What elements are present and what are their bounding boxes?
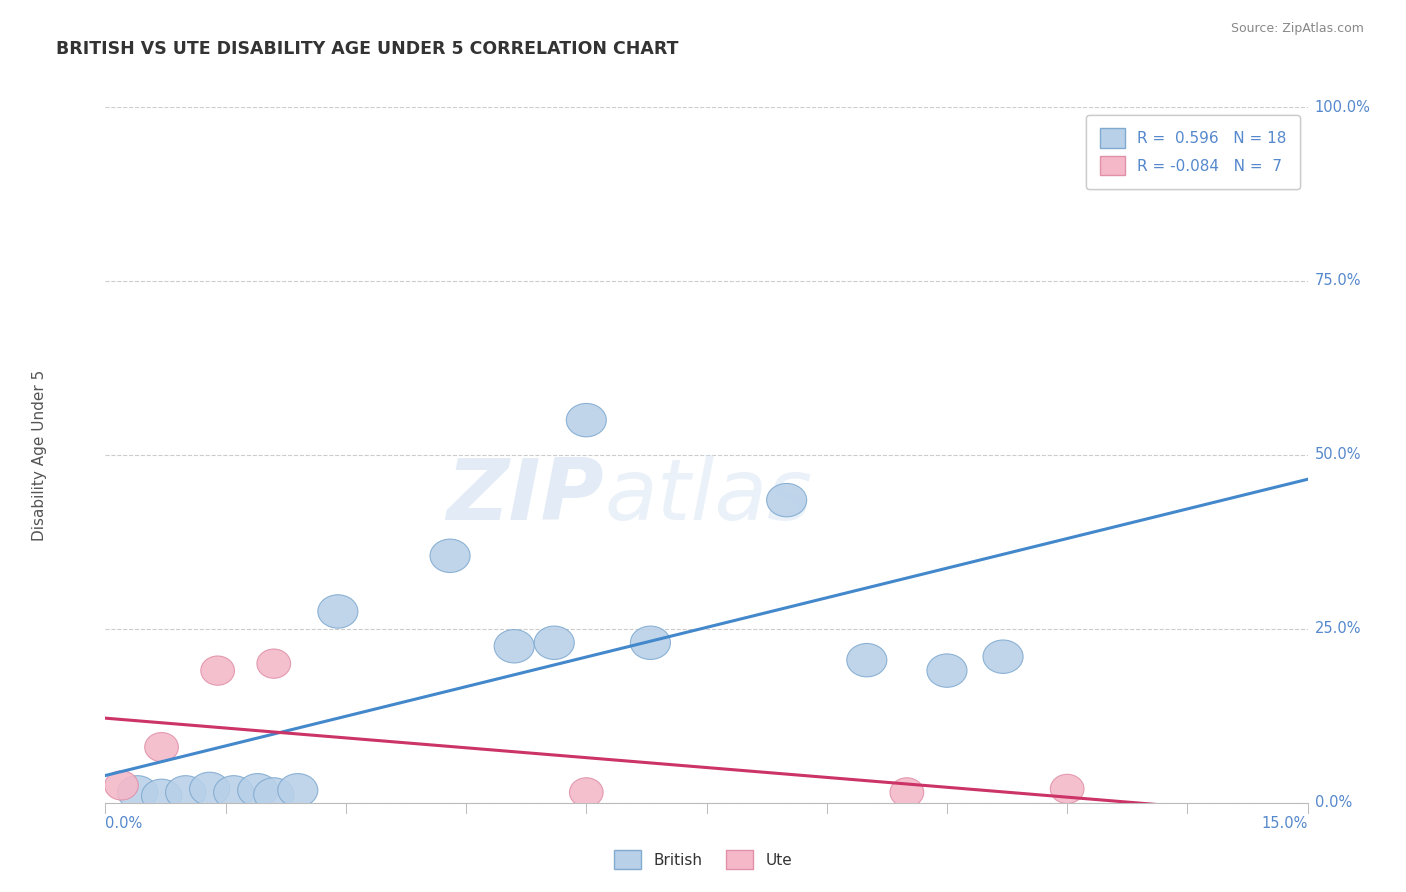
- Ellipse shape: [238, 773, 278, 807]
- Text: 0.0%: 0.0%: [1315, 796, 1351, 810]
- Ellipse shape: [201, 656, 235, 685]
- Ellipse shape: [278, 773, 318, 807]
- Ellipse shape: [846, 643, 887, 677]
- Ellipse shape: [927, 654, 967, 688]
- Ellipse shape: [890, 778, 924, 807]
- Legend: British, Ute: British, Ute: [607, 844, 799, 875]
- Text: BRITISH VS UTE DISABILITY AGE UNDER 5 CORRELATION CHART: BRITISH VS UTE DISABILITY AGE UNDER 5 CO…: [56, 40, 679, 58]
- Ellipse shape: [118, 776, 157, 809]
- Ellipse shape: [142, 779, 181, 813]
- Text: ZIP: ZIP: [447, 455, 605, 538]
- Text: Disability Age Under 5: Disability Age Under 5: [32, 369, 46, 541]
- Text: 0.0%: 0.0%: [105, 816, 142, 831]
- Ellipse shape: [534, 626, 574, 659]
- Text: 100.0%: 100.0%: [1315, 100, 1371, 114]
- Ellipse shape: [430, 539, 470, 573]
- Ellipse shape: [166, 776, 205, 809]
- Legend: R =  0.596   N = 18, R = -0.084   N =  7: R = 0.596 N = 18, R = -0.084 N = 7: [1087, 115, 1301, 189]
- Text: 15.0%: 15.0%: [1261, 816, 1308, 831]
- Ellipse shape: [1050, 774, 1084, 804]
- Ellipse shape: [318, 595, 359, 628]
- Text: 25.0%: 25.0%: [1315, 622, 1361, 636]
- Ellipse shape: [983, 640, 1024, 673]
- Ellipse shape: [190, 772, 229, 805]
- Ellipse shape: [766, 483, 807, 516]
- Ellipse shape: [214, 776, 253, 809]
- Ellipse shape: [630, 626, 671, 659]
- Ellipse shape: [567, 403, 606, 437]
- Ellipse shape: [104, 771, 138, 800]
- Ellipse shape: [569, 778, 603, 807]
- Text: atlas: atlas: [605, 455, 813, 538]
- Ellipse shape: [257, 649, 291, 678]
- Ellipse shape: [494, 630, 534, 663]
- Text: 50.0%: 50.0%: [1315, 448, 1361, 462]
- Text: 75.0%: 75.0%: [1315, 274, 1361, 288]
- Text: Source: ZipAtlas.com: Source: ZipAtlas.com: [1230, 22, 1364, 36]
- Ellipse shape: [253, 778, 294, 811]
- Ellipse shape: [145, 732, 179, 762]
